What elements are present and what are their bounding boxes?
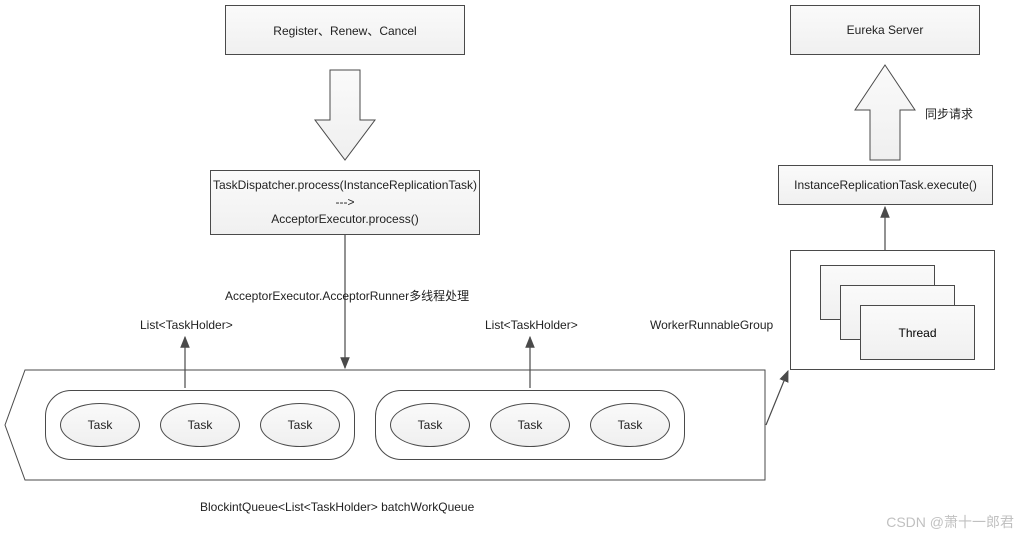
dispatcher-box-label: TaskDispatcher.process(InstanceReplicati…	[213, 177, 477, 227]
arrow-queue-to-threads	[766, 371, 788, 425]
exec-box-label: InstanceReplicationTask.execute()	[794, 178, 977, 192]
dispatcher-box: TaskDispatcher.process(InstanceReplicati…	[210, 170, 480, 235]
thread-card-label: Thread	[898, 326, 936, 340]
thread-card-front: Thread	[860, 305, 975, 360]
fat-arrow-down	[315, 70, 375, 160]
queue-caption-label: BlockintQueue<List<TaskHolder> batchWork…	[200, 500, 474, 514]
list-taskholder-left-label: List<TaskHolder>	[140, 318, 233, 332]
task-ellipse: Task	[490, 403, 570, 447]
acceptor-runner-label: AcceptorExecutor.AcceptorRunner多线程处理	[225, 287, 469, 304]
fat-arrow-up	[855, 65, 915, 160]
task-ellipse: Task	[60, 403, 140, 447]
worker-group-label: WorkerRunnableGroup	[650, 318, 773, 332]
task-ellipse: Task	[390, 403, 470, 447]
task-ellipse: Task	[160, 403, 240, 447]
exec-box: InstanceReplicationTask.execute()	[778, 165, 993, 205]
watermark-text: CSDN @萧十一郎君	[886, 512, 1014, 532]
eureka-server-box: Eureka Server	[790, 5, 980, 55]
list-taskholder-right-label: List<TaskHolder>	[485, 318, 578, 332]
eureka-server-label: Eureka Server	[847, 23, 924, 37]
register-box-label: Register、Renew、Cancel	[273, 22, 416, 39]
task-ellipse: Task	[260, 403, 340, 447]
sync-request-label: 同步请求	[925, 105, 973, 122]
task-ellipse: Task	[590, 403, 670, 447]
register-box: Register、Renew、Cancel	[225, 5, 465, 55]
